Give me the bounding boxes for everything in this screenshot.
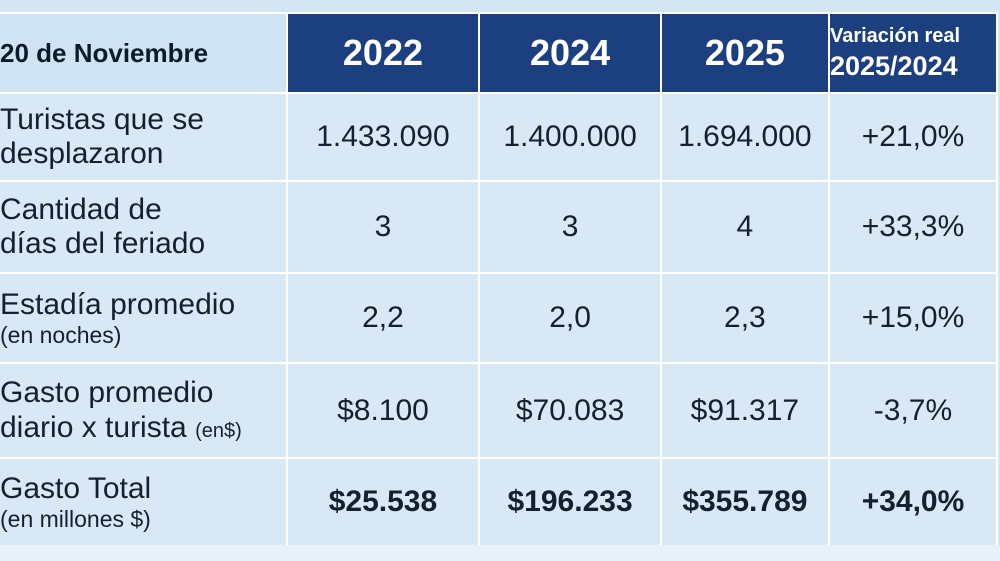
table-cell: $8.100 — [285, 362, 481, 459]
table-cell: $25.538 — [285, 457, 481, 547]
row-label: Cantidad de días del feriado — [0, 180, 288, 274]
table-row-total-spend: Gasto Total (en millones $) $25.538 $196… — [0, 457, 999, 547]
row-label-line2: diario x turista — [0, 410, 187, 444]
table-row-average-stay: Estadía promedio (en noches) 2,2 2,0 2,3… — [0, 272, 999, 364]
row-label-line1: Estadía promedio — [0, 287, 236, 321]
table-row-daily-spend: Gasto promedio diario x turista (en$) $8… — [0, 362, 999, 459]
variation-header: Variación real 2025/2024 — [827, 12, 999, 94]
table-row-holiday-days: Cantidad de días del feriado 3 3 4 +33,3… — [0, 180, 999, 274]
year-header-2024: 2024 — [478, 12, 662, 94]
table-cell: 4 — [659, 180, 830, 274]
year-header-2025: 2025 — [659, 12, 830, 94]
table-cell: $91.317 — [659, 362, 830, 459]
variation-cell: +21,0% — [827, 92, 999, 182]
row-label-line1: Gasto Total — [0, 471, 152, 505]
table-cell: 2,0 — [478, 272, 662, 364]
tourism-stats-table: 20 de Noviembre 2022 2024 2025 Variación… — [0, 12, 999, 547]
row-label-line2-wrap: diario x turista (en$) — [0, 410, 285, 446]
row-label: Gasto promedio diario x turista (en$) — [0, 362, 288, 459]
table-cell: 1.400.000 — [478, 92, 662, 182]
row-label: Gasto Total (en millones $) — [0, 457, 288, 547]
year-header-2022: 2022 — [285, 12, 481, 94]
row-label-line2: desplazaron — [0, 137, 164, 170]
table-row-tourists: Turistas que se desplazaron 1.433.090 1.… — [0, 92, 999, 182]
table-cell: $70.083 — [478, 362, 662, 459]
table-cell: 3 — [285, 180, 481, 274]
variation-cell: +34,0% — [827, 457, 999, 547]
table-cell: 3 — [478, 180, 662, 274]
table-corner-label: 20 de Noviembre — [0, 12, 288, 94]
table-cell: 1.694.000 — [659, 92, 830, 182]
row-label-unit: (en$) — [195, 419, 242, 442]
variation-cell: -3,7% — [827, 362, 999, 459]
row-label-line1: Cantidad de — [0, 192, 162, 226]
table-cell: $355.789 — [659, 457, 830, 547]
table-cell: 1.433.090 — [285, 92, 481, 182]
variation-header-line2: 2025/2024 — [829, 50, 958, 81]
table-header-row: 20 de Noviembre 2022 2024 2025 Variación… — [0, 12, 999, 94]
variation-cell: +15,0% — [827, 272, 999, 364]
table-cell: 2,3 — [659, 272, 830, 364]
row-label: Turistas que se desplazaron — [0, 92, 288, 182]
bottom-strip — [0, 545, 1000, 561]
row-label-line2: (en millones $) — [0, 506, 151, 533]
variation-header-line1: Variación real — [829, 24, 961, 47]
row-label-line1: Gasto promedio — [0, 376, 214, 409]
table-cell: 2,2 — [285, 272, 481, 364]
row-label-line2: (en noches) — [0, 322, 122, 349]
row-label-line1: Turistas que se — [0, 102, 204, 136]
variation-cell: +33,3% — [827, 180, 999, 274]
row-label-line2: días del feriado — [0, 227, 206, 260]
table-cell: $196.233 — [478, 457, 662, 547]
row-label: Estadía promedio (en noches) — [0, 272, 288, 364]
